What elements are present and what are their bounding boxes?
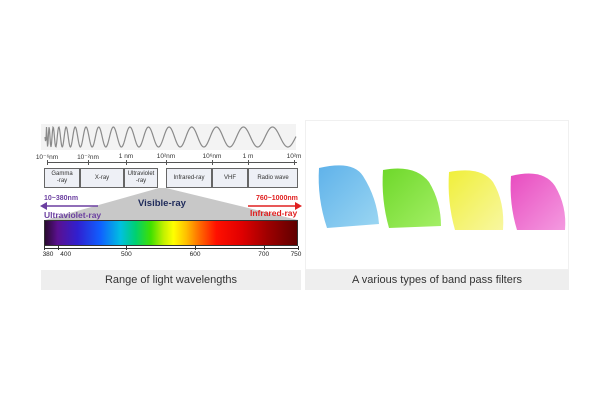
scale-tick-mark xyxy=(166,160,167,165)
scale-tick-mark xyxy=(47,160,48,165)
scale-tick-mark xyxy=(248,160,249,165)
band-label: Radio wave xyxy=(257,174,289,181)
spectrum-tick-label: 380 xyxy=(42,251,54,258)
wave-graphic xyxy=(41,124,297,150)
spectrum-tick-label: 400 xyxy=(60,251,72,258)
band-infrared-ray: Infrared-ray xyxy=(166,168,212,188)
scale-tick-label: 1 nm xyxy=(118,153,134,160)
spectrum-axis xyxy=(44,248,298,249)
spectrum-tick-label: 750 xyxy=(290,251,302,258)
visible-spectrum-bar xyxy=(44,220,298,246)
filters-photo xyxy=(318,165,566,230)
scale-tick-label: 10⁻⁶nm xyxy=(35,154,59,161)
spectrum-tick-label: 600 xyxy=(189,251,201,258)
visible-ray-label: Visible-ray xyxy=(138,198,186,209)
green-filter xyxy=(382,168,441,228)
uv-range-label: 10~380nm xyxy=(44,195,79,202)
scale-tick-label: 1 m xyxy=(242,153,254,160)
band-label: Ultraviolet -ray xyxy=(127,171,155,184)
spectrum-tick-label: 500 xyxy=(120,251,132,258)
spectrum-tick-mark xyxy=(57,246,59,250)
band-x-ray: X-ray xyxy=(80,168,124,188)
scale-tick-label: 10²m xyxy=(286,153,302,160)
band-gamma-ray: Gamma -ray xyxy=(44,168,80,188)
pink-filter xyxy=(510,173,566,230)
ir-range-label: 760~1000nm xyxy=(256,195,298,202)
band-vhf: VHF xyxy=(212,168,248,188)
right-caption: A various types of band pass filters xyxy=(305,270,569,290)
scale-line xyxy=(47,162,297,163)
band-label: Gamma -ray xyxy=(51,171,73,184)
band-label: VHF xyxy=(224,174,236,181)
scale-tick-label: 10⁻²nm xyxy=(77,154,99,161)
ir-ray-label: Infrared-ray xyxy=(250,208,298,218)
scale-tick-mark xyxy=(212,160,213,165)
left-caption: Range of light wavelengths xyxy=(41,270,301,290)
visible-zoom-trapezoid xyxy=(45,188,298,220)
spectrum-tick-mark xyxy=(263,246,265,250)
band-ultraviolet-ray: Ultraviolet -ray xyxy=(124,168,158,188)
yellow-filter xyxy=(448,170,504,230)
band-label: X-ray xyxy=(94,174,110,181)
spectrum-tick-label: 700 xyxy=(258,251,270,258)
spectrum-tick-mark xyxy=(298,246,299,250)
scale-tick-mark xyxy=(126,160,127,165)
spectrum-tick-mark xyxy=(195,246,197,250)
blue-filter xyxy=(318,165,379,228)
band-radio-wave: Radio wave xyxy=(248,168,298,188)
uv-arrow-icon xyxy=(40,202,98,210)
band-label: Infrared-ray xyxy=(173,174,205,181)
scale-tick-label: 10⁶nm xyxy=(202,153,222,160)
scale-tick-mark xyxy=(88,160,89,165)
scale-tick-label: 10²nm xyxy=(156,153,176,160)
spectrum-tick-mark xyxy=(44,246,45,250)
scale-tick-mark xyxy=(294,160,295,165)
spectrum-tick-mark xyxy=(126,246,128,250)
uv-ray-label: Ultraviolet-ray xyxy=(44,210,102,220)
ir-arrow-icon xyxy=(248,202,302,210)
